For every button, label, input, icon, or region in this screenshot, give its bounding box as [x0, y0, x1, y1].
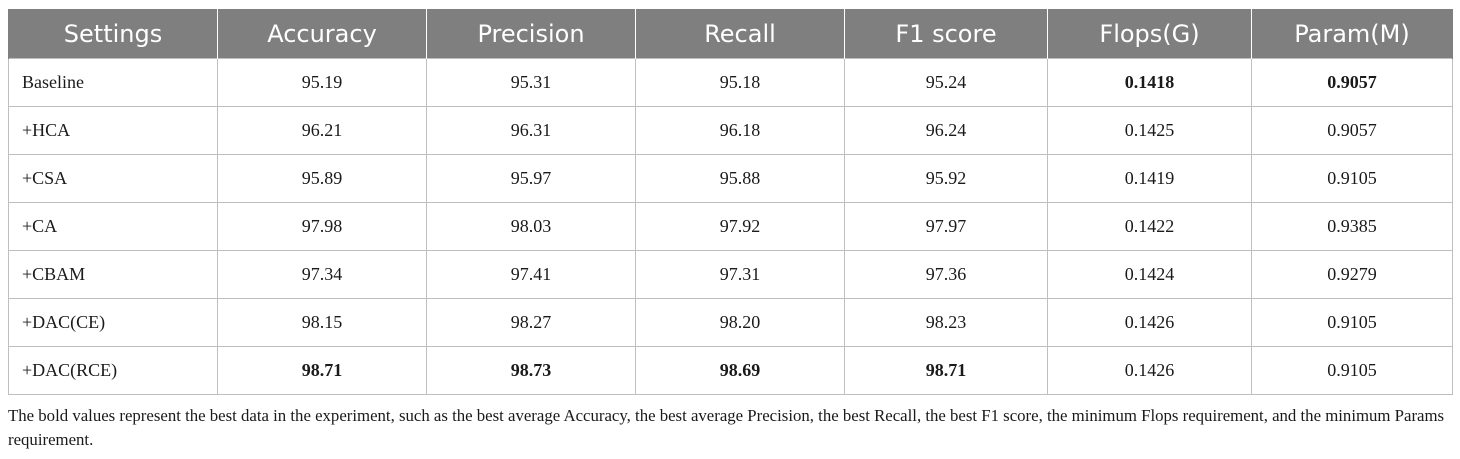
cell-recall: 98.20	[635, 298, 845, 347]
cell-flops: 0.1426	[1047, 346, 1252, 395]
table-row: Baseline 95.19 95.31 95.18 95.24 0.1418 …	[8, 58, 1453, 107]
table-row: +DAC(RCE) 98.71 98.73 98.69 98.71 0.1426…	[8, 346, 1453, 395]
cell-recall: 98.69	[635, 346, 845, 395]
header-settings: Settings	[8, 9, 218, 59]
cell-precision: 98.27	[426, 298, 636, 347]
cell-setting: +CSA	[8, 154, 218, 203]
cell-precision: 97.41	[426, 250, 636, 299]
cell-flops: 0.1424	[1047, 250, 1252, 299]
cell-flops: 0.1425	[1047, 106, 1252, 155]
cell-params: 0.9279	[1251, 250, 1453, 299]
header-row: Settings Accuracy Precision Recall F1 sc…	[8, 9, 1453, 59]
cell-flops: 0.1419	[1047, 154, 1252, 203]
cell-params: 0.9385	[1251, 202, 1453, 251]
cell-precision: 98.03	[426, 202, 636, 251]
results-table: Settings Accuracy Precision Recall F1 sc…	[8, 9, 1453, 395]
cell-precision: 95.31	[426, 58, 636, 107]
cell-setting: +DAC(CE)	[8, 298, 218, 347]
header-params: Param(M)	[1251, 9, 1453, 59]
header-flops: Flops(G)	[1047, 9, 1252, 59]
table-row: +HCA 96.21 96.31 96.18 96.24 0.1425 0.90…	[8, 106, 1453, 155]
cell-recall: 96.18	[635, 106, 845, 155]
cell-accuracy: 96.21	[217, 106, 427, 155]
cell-accuracy: 97.34	[217, 250, 427, 299]
cell-flops: 0.1418	[1047, 58, 1252, 107]
cell-f1: 95.92	[844, 154, 1048, 203]
header-recall: Recall	[635, 9, 845, 59]
cell-f1: 98.23	[844, 298, 1048, 347]
cell-accuracy: 98.15	[217, 298, 427, 347]
cell-flops: 0.1422	[1047, 202, 1252, 251]
header-f1-score: F1 score	[844, 9, 1048, 59]
table-footnote: The bold values represent the best data …	[8, 406, 1445, 449]
cell-setting: +HCA	[8, 106, 218, 155]
header-accuracy: Accuracy	[217, 9, 427, 59]
table-row: +DAC(CE) 98.15 98.27 98.20 98.23 0.1426 …	[8, 298, 1453, 347]
cell-params: 0.9105	[1251, 346, 1453, 395]
cell-precision: 98.73	[426, 346, 636, 395]
cell-accuracy: 95.89	[217, 154, 427, 203]
cell-accuracy: 95.19	[217, 58, 427, 107]
cell-setting: Baseline	[8, 58, 218, 107]
cell-accuracy: 98.71	[217, 346, 427, 395]
results-table-container: Settings Accuracy Precision Recall F1 sc…	[8, 9, 1453, 395]
cell-params: 0.9105	[1251, 154, 1453, 203]
cell-params: 0.9057	[1251, 58, 1453, 107]
cell-recall: 97.92	[635, 202, 845, 251]
cell-recall: 95.88	[635, 154, 845, 203]
cell-f1: 97.97	[844, 202, 1048, 251]
cell-flops: 0.1426	[1047, 298, 1252, 347]
cell-recall: 97.31	[635, 250, 845, 299]
cell-f1: 97.36	[844, 250, 1048, 299]
cell-accuracy: 97.98	[217, 202, 427, 251]
cell-precision: 96.31	[426, 106, 636, 155]
table-row: +CA 97.98 98.03 97.92 97.97 0.1422 0.938…	[8, 202, 1453, 251]
cell-precision: 95.97	[426, 154, 636, 203]
table-row: +CSA 95.89 95.97 95.88 95.92 0.1419 0.91…	[8, 154, 1453, 203]
cell-f1: 98.71	[844, 346, 1048, 395]
cell-setting: +CBAM	[8, 250, 218, 299]
header-precision: Precision	[426, 9, 636, 59]
cell-recall: 95.18	[635, 58, 845, 107]
cell-setting: +CA	[8, 202, 218, 251]
table-row: +CBAM 97.34 97.41 97.31 97.36 0.1424 0.9…	[8, 250, 1453, 299]
cell-params: 0.9057	[1251, 106, 1453, 155]
cell-params: 0.9105	[1251, 298, 1453, 347]
cell-f1: 95.24	[844, 58, 1048, 107]
cell-f1: 96.24	[844, 106, 1048, 155]
cell-setting: +DAC(RCE)	[8, 346, 218, 395]
